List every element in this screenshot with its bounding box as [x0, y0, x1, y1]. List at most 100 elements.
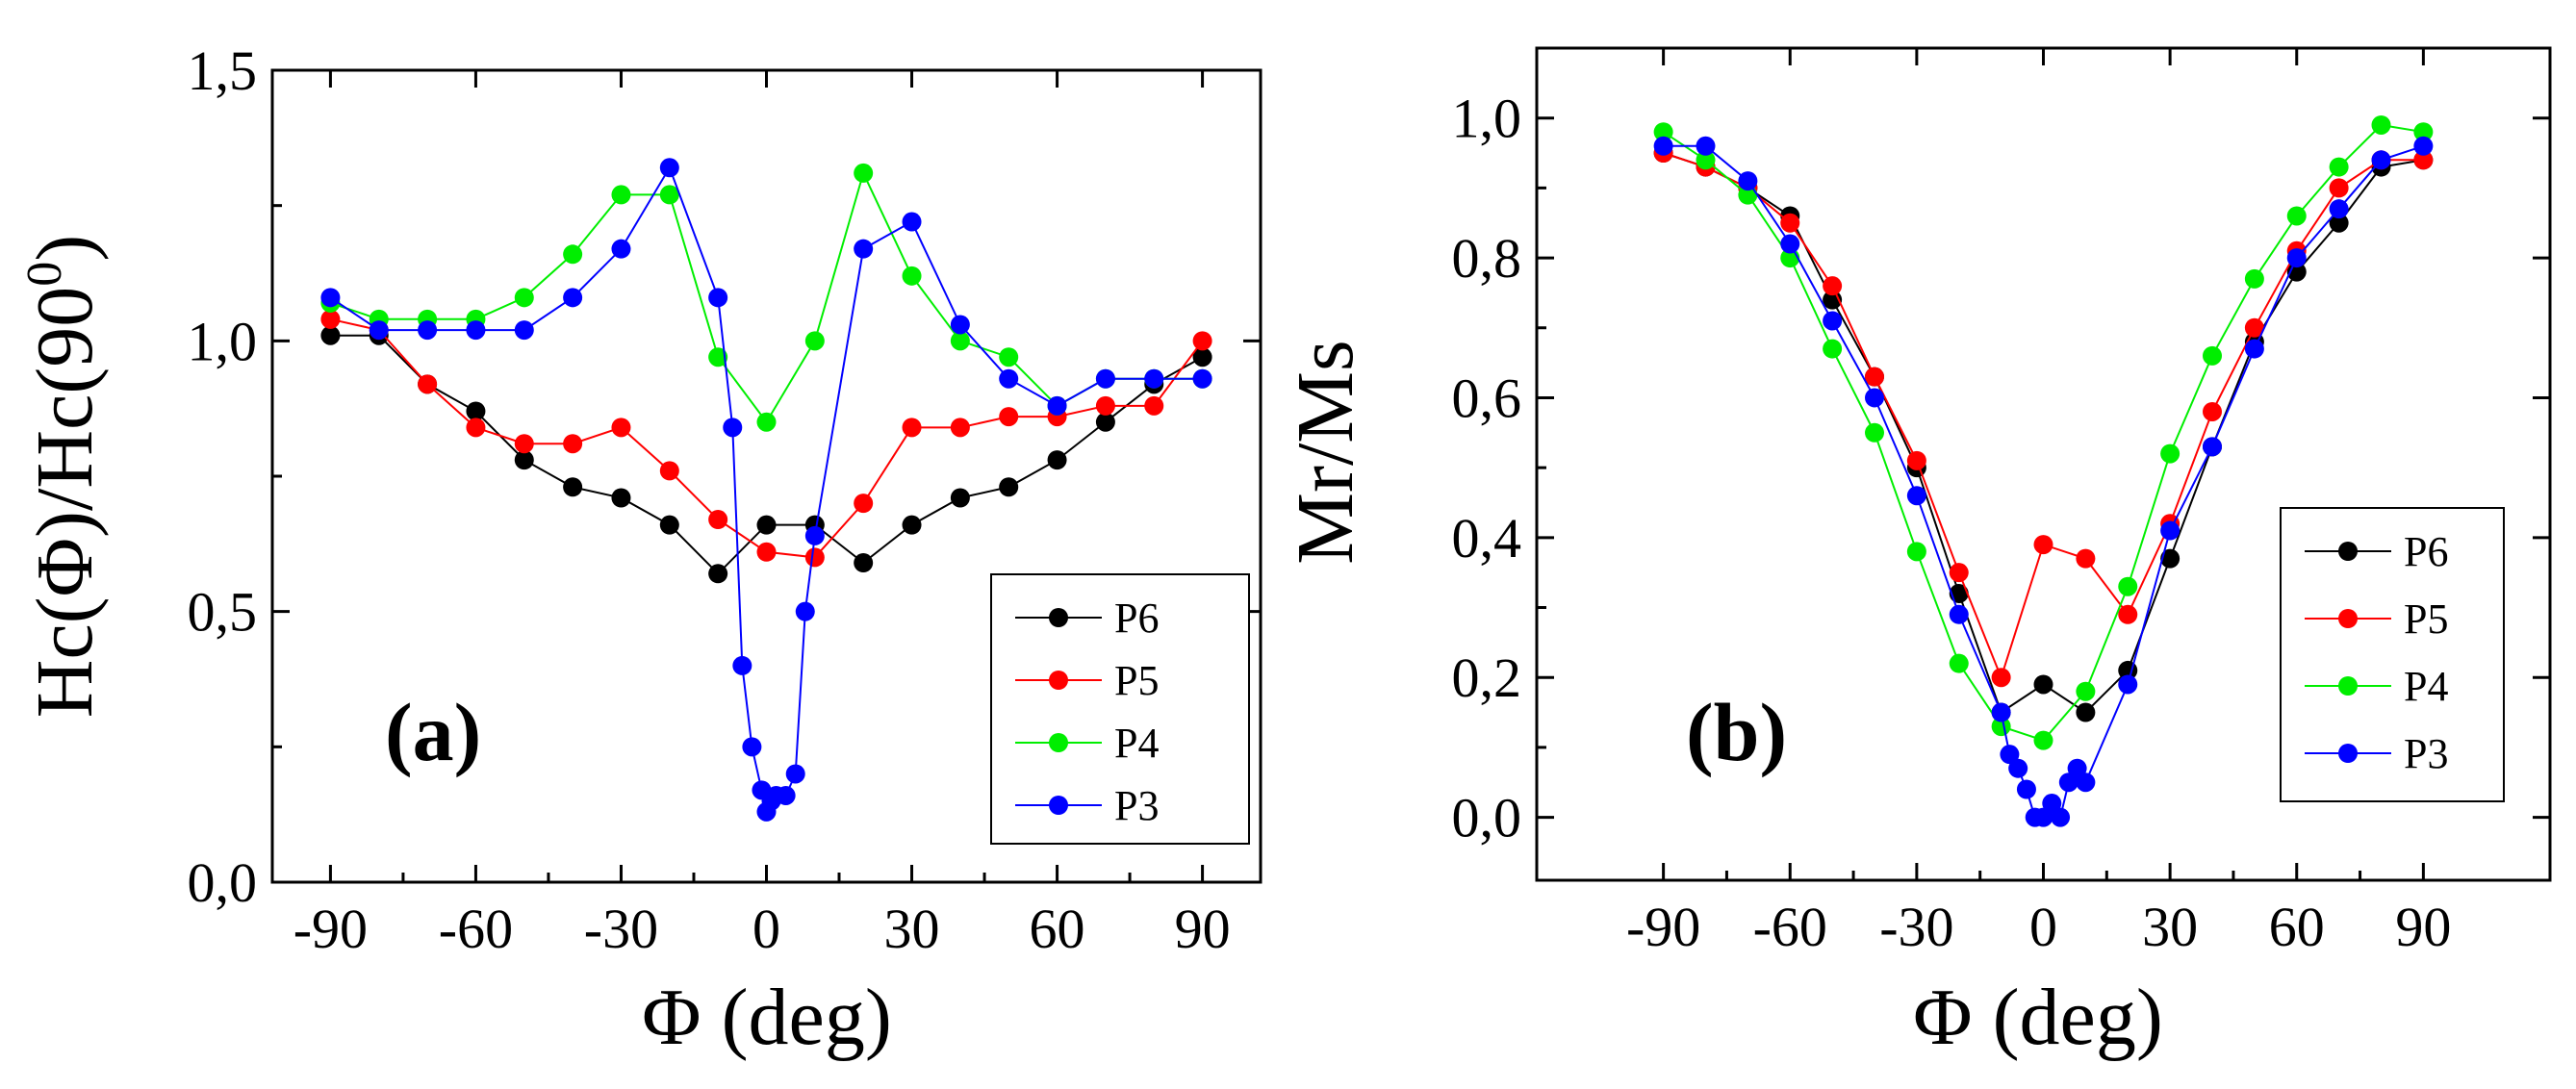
data-point-p3 [659, 158, 679, 178]
data-point-p5 [1991, 668, 2011, 688]
legend-box [990, 573, 1250, 845]
data-point-p4 [2371, 114, 2391, 135]
data-point-p3 [2008, 758, 2028, 778]
data-point-p6 [1192, 347, 1212, 367]
data-point-p3 [2371, 150, 2391, 170]
data-point-p4 [659, 185, 679, 205]
data-point-p4 [1653, 122, 1673, 142]
y-tick-label: 0,4 [1452, 507, 1522, 570]
data-point-p5 [804, 547, 825, 568]
data-point-p3 [611, 239, 631, 259]
data-point-p5 [1865, 367, 1884, 387]
data-point-p5 [2033, 535, 2053, 555]
data-point-p3 [2286, 248, 2307, 268]
data-point-p6 [2329, 213, 2349, 233]
data-point-p4 [2329, 157, 2349, 177]
panel-b-chart: -90 -60 -30 0 30 60 90 0,0 0,2 0,4 0,6 0,8 1,0 Φ (deg… [1281, 46, 2552, 1062]
data-point-p4 [950, 331, 970, 351]
data-point-p3 [2058, 772, 2079, 793]
data-point-p6 [2160, 548, 2181, 569]
series-line-p4 [330, 170, 1203, 424]
data-point-p3 [1991, 702, 2011, 722]
y-tick-label: 0,0 [1452, 787, 1522, 849]
y-tick-label: 1,5 [188, 39, 258, 102]
data-point-p5 [2203, 401, 2222, 421]
data-point-p3 [1865, 388, 1884, 408]
data-point-p3 [320, 288, 341, 308]
data-point-p5 [466, 418, 486, 438]
data-point-p3 [795, 601, 815, 621]
data-point-p3 [1144, 368, 1164, 389]
data-point-p5 [659, 461, 679, 481]
data-point-p6 [320, 325, 341, 345]
legend-marker-p3 [1049, 796, 1068, 815]
data-point-p3 [466, 320, 486, 341]
legend-label-p4: P4 [1114, 720, 1159, 767]
data-point-p5 [1823, 276, 1843, 296]
data-point-p3 [369, 320, 389, 341]
x-tick-label: -90 [1626, 896, 1700, 958]
data-point-p3 [854, 239, 874, 259]
data-point-p3 [563, 288, 583, 308]
legend-marker-p4 [2338, 676, 2358, 696]
y-tick-label: 0,6 [1452, 367, 1522, 429]
data-point-p5 [1144, 395, 1164, 416]
data-point-p3 [2160, 520, 2181, 541]
data-point-p3 [2244, 339, 2264, 359]
data-point-p6 [999, 477, 1019, 497]
y-tick-label: 0,2 [1452, 646, 1522, 709]
legend-marker-p4 [1049, 733, 1068, 752]
legend-label-p5: P5 [1114, 657, 1159, 704]
data-point-p3 [2118, 674, 2138, 695]
x-tick-label: 90 [2395, 896, 2451, 958]
data-point-p3 [723, 418, 743, 438]
data-point-p3 [776, 785, 796, 805]
x-tick-label: -30 [1879, 896, 1953, 958]
data-point-p4 [514, 288, 534, 308]
data-point-p6 [1047, 450, 1067, 470]
data-point-p3 [418, 320, 438, 341]
x-tick-label: -60 [1753, 896, 1827, 958]
data-point-p3 [732, 655, 752, 675]
data-point-p5 [2076, 548, 2096, 569]
data-point-p4 [2118, 576, 2138, 596]
data-point-p3 [1906, 486, 1926, 506]
data-point-p4 [1696, 150, 1716, 170]
data-point-p6 [950, 488, 970, 508]
data-point-p5 [514, 434, 534, 454]
data-point-p5 [611, 418, 631, 438]
y-tick-label: 0,8 [1452, 227, 1522, 290]
data-point-p6 [854, 553, 874, 573]
data-point-p3 [785, 764, 805, 784]
data-point-p5 [2118, 604, 2138, 624]
x-tick-label: 30 [884, 898, 940, 960]
legend-marker-p5 [2338, 609, 2358, 628]
legend-label-p6: P6 [2404, 528, 2448, 575]
legend-label-p3: P3 [1114, 782, 1159, 829]
data-point-p3 [1780, 234, 1800, 254]
data-point-p3 [742, 737, 762, 757]
data-point-p3 [1696, 136, 1716, 156]
y-tick-label: 0,5 [188, 581, 258, 644]
panel-a-chart: -90 -60 -30 0 30 60 90 0,0 0,5 1,0 1,5 Φ (deg) Hc(Φ)… [17, 39, 1262, 1062]
series-line-p6 [330, 334, 1204, 575]
y-axis-title-main: Mr/Ms [1281, 340, 1370, 564]
data-point-p4 [563, 244, 583, 265]
data-point-p4 [1906, 542, 1926, 562]
y-axis-title: Hc(Φ)/Hc(900) [17, 235, 110, 719]
data-point-p3 [1823, 311, 1843, 331]
data-point-p6 [1095, 412, 1115, 432]
data-point-p4 [611, 185, 631, 205]
data-point-p4 [2033, 730, 2053, 750]
legend: P6 P5 P4 P3 [990, 573, 1250, 845]
data-point-p5 [418, 374, 438, 394]
data-point-p3 [1738, 171, 1758, 191]
data-point-p5 [1906, 450, 1926, 470]
legend-label-p3: P3 [2404, 730, 2448, 777]
data-point-p3 [1047, 395, 1067, 416]
data-point-p5 [708, 510, 728, 530]
data-point-p4 [1949, 653, 1969, 673]
data-point-p3 [2051, 807, 2071, 827]
legend-label-p5: P5 [2404, 595, 2448, 643]
x-axis-title: Φ (deg) [1913, 973, 2163, 1062]
